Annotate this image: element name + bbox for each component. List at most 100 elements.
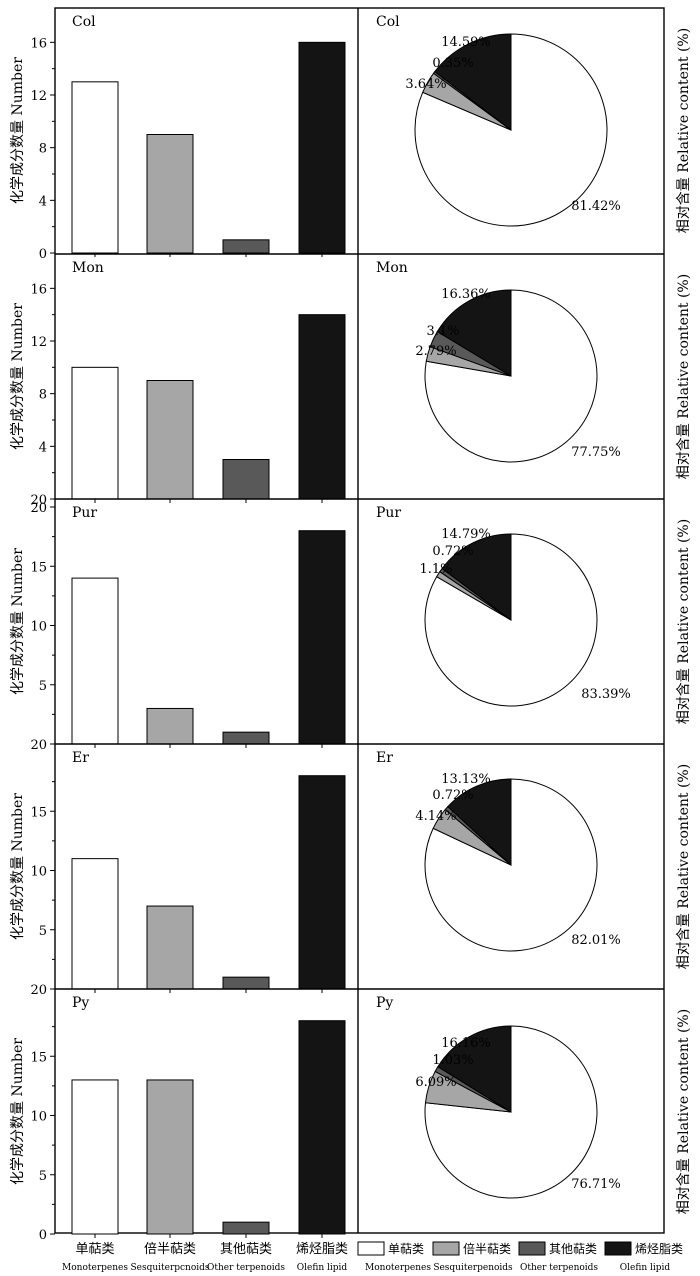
y-tick-label: 16 <box>30 282 47 297</box>
x-category-labels: 单萜类 Monoterpenes 倍半萜类 Sesquiterpcnoids 其他萜类 O… <box>62 1242 348 1273</box>
bar-pur-2 <box>146 707 194 745</box>
legend-label-en: Other terpenoids <box>520 1263 598 1273</box>
legend-label-en: Monoterpenes <box>365 1263 431 1273</box>
bar-pur-4 <box>298 530 346 745</box>
pie-slice-pur-1 <box>424 533 598 707</box>
y-tick-label: 5 <box>39 679 47 694</box>
legend-swatch-2 <box>432 1241 460 1256</box>
pie-label: 3.64% <box>405 77 446 92</box>
y-tick-label: 0 <box>39 1228 47 1243</box>
pie-label: 0.35% <box>432 56 473 71</box>
y-tick-label: 10 <box>30 620 47 635</box>
bar-panel-pur: Pur 5 10 15 20 20 化学成分数量 Number <box>10 498 664 753</box>
panel-label: Pur <box>72 505 97 521</box>
pie-label: 14.59% <box>441 35 491 50</box>
legend-label-en: Olefin lipid <box>620 1263 671 1273</box>
bar-er-3 <box>222 976 270 990</box>
bar-pur-1 <box>71 577 119 745</box>
y-tick-label: 15 <box>30 560 47 575</box>
pie-label: 14.79% <box>441 527 491 542</box>
y-tick-label: 0 <box>39 247 47 262</box>
pie-panel-er: Er 82.01% 4.14% 0.72%13.13% 相对含量 Relative co… <box>376 750 692 969</box>
y-tick-label: 4 <box>39 440 47 455</box>
pie-panel-pur: Pur 83.39% 1.1% 0.72% 14.79% 相对含量 Relative co… <box>376 505 692 724</box>
panel-label: Mon <box>72 260 104 276</box>
panel-label: Col <box>72 14 96 30</box>
panel-label: Er <box>72 750 89 766</box>
bar-py-4 <box>298 1020 346 1235</box>
x-category-label-en: Monoterpenes <box>62 1263 128 1273</box>
bar-mon-1 <box>71 366 119 500</box>
bar-pur-3 <box>222 731 270 745</box>
pie-label: 81.42% <box>571 199 621 214</box>
legend-swatch-1 <box>357 1241 385 1256</box>
y-tick-label: 12 <box>30 335 47 350</box>
y2-axis-title: 相对含量 Relative content (%) <box>676 1009 692 1214</box>
y-tick-label: 5 <box>39 924 47 939</box>
y-tick-label: 4 <box>39 194 47 209</box>
legend-label: 倍半萜类 <box>463 1241 511 1256</box>
y-tick-label: 16 <box>30 36 47 51</box>
bar-py-1 <box>71 1079 119 1235</box>
pie-slice-py-4 <box>437 1025 512 1113</box>
bar-py-3 <box>222 1221 270 1235</box>
bar-er-4 <box>298 775 346 990</box>
bar-panel-py: Py 0 5 10 15 化学成分数量 Number <box>10 988 664 1243</box>
legend-swatch-3 <box>518 1241 546 1256</box>
y-tick-label: 20 <box>30 501 47 516</box>
pie-label: 82.01% <box>571 933 621 948</box>
bar-panel-er: Er 5 10 15 20 化学成分数量 Number <box>10 743 664 998</box>
pie-panel-py: Py 76.71% 6.09% 1.03% 16.16% 相对含量 Relative co… <box>376 995 692 1214</box>
pie-panel-mon: Mon 77.75% 2.79% 3.1% 16.36% 相对含量 Relative co… <box>376 260 692 479</box>
panel-label: Er <box>376 750 393 766</box>
x-category-label: 单萜类 <box>75 1242 114 1257</box>
figure-frame <box>54 7 665 1234</box>
legend-swatch-4 <box>604 1241 632 1256</box>
bar-mon-4 <box>298 314 346 500</box>
pie-slice-pur-4 <box>441 533 512 621</box>
pie-label: 76.71% <box>571 1177 621 1192</box>
y2-axis-title: 相对含量 Relative content (%) <box>676 764 692 969</box>
legend: 单萜类 Monoterpenes 倍半萜类 Sesquiterpenoids 其他萜类 O… <box>357 1241 683 1273</box>
pie-label: 13.13% <box>441 772 491 787</box>
y-axis-title: 化学成分数量 Number <box>10 548 26 695</box>
legend-label-en: Sesquiterpenoids <box>433 1263 513 1273</box>
panel-label: Py <box>72 995 89 1011</box>
x-category-label-en: Olefin lipid <box>297 1263 348 1273</box>
y-axis-title: 化学成分数量 Number <box>10 793 26 940</box>
pie-label: 3.1% <box>426 324 459 339</box>
pie-label: 16.36% <box>441 287 491 302</box>
y-tick-label: 8 <box>39 388 47 403</box>
pie-label: 1.03% <box>432 1053 473 1068</box>
pie-label: 4.14% <box>415 809 456 824</box>
x-category-label-en: Other terpenoids <box>207 1263 285 1273</box>
y-tick-label: 10 <box>30 865 47 880</box>
y-tick-label: 15 <box>30 805 47 820</box>
x-category-label: 烯烃脂类 <box>296 1242 348 1257</box>
panel-label: Py <box>376 995 393 1011</box>
y-tick-label: 15 <box>30 1050 47 1065</box>
bar-col-1 <box>71 81 119 254</box>
x-category-label: 其他萜类 <box>220 1242 272 1257</box>
legend-label: 烯烃脂类 <box>635 1241 683 1256</box>
pie-label: 0.72% <box>432 788 473 803</box>
x-category-label-en: Sesquiterpcnoids <box>130 1263 209 1273</box>
pie-slice-mon-1 <box>424 289 598 463</box>
y-tick-label: 12 <box>30 89 47 104</box>
bar-col-3 <box>222 239 270 254</box>
pie-label: 0.72% <box>432 544 473 559</box>
panel-label: Pur <box>376 505 401 521</box>
legend-label: 单萜类 <box>388 1242 424 1256</box>
y2-axis-title: 相对含量 Relative content (%) <box>676 28 692 233</box>
pie-label: 6.09% <box>415 1075 456 1090</box>
y-tick-label: 8 <box>39 142 47 157</box>
y-tick-label: 20 <box>30 738 47 753</box>
legend-label: 其他萜类 <box>549 1242 597 1256</box>
pie-slice-py-1 <box>424 1025 598 1199</box>
panel-label: Mon <box>376 260 408 276</box>
x-category-label: 倍半萜类 <box>144 1242 196 1257</box>
panel-label: Col <box>376 14 400 30</box>
y2-axis-title: 相对含量 Relative content (%) <box>676 274 692 479</box>
bar-panel-mon: Mon 4 8 12 16 20 化学成分数量 Number <box>10 253 664 508</box>
